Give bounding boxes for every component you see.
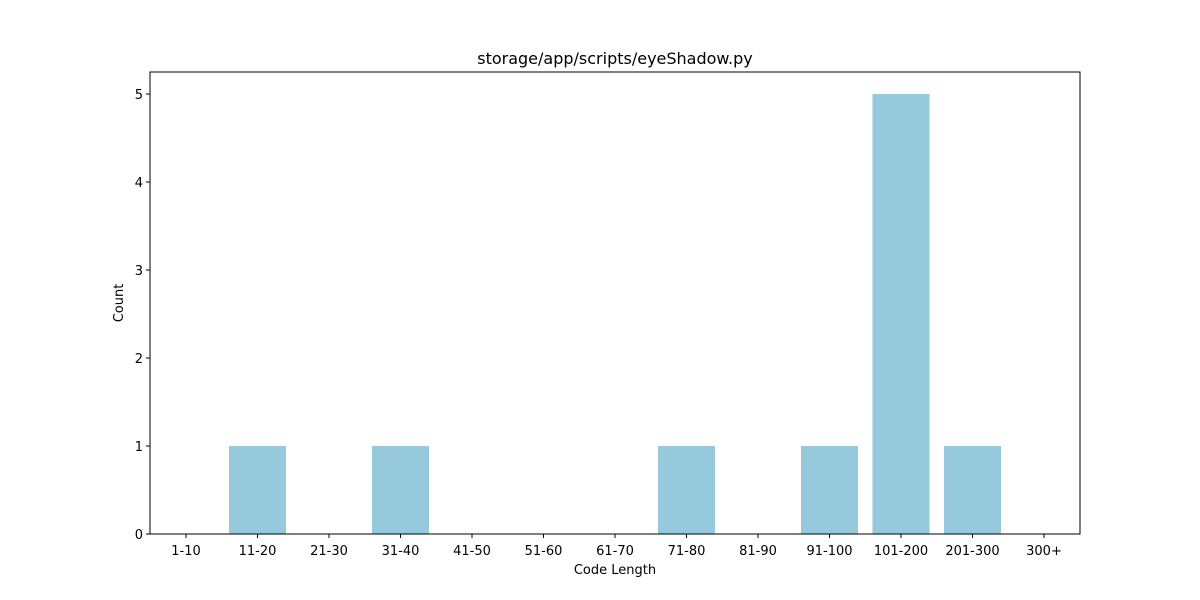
y-axis: 0 1 2 3 4 5 (135, 88, 150, 543)
x-tick-label: 300+ (1026, 544, 1062, 559)
y-tick-label: 5 (135, 88, 143, 103)
x-tick-label: 61-70 (596, 544, 634, 559)
bar-201-300 (944, 446, 1001, 534)
x-tick-label: 101-200 (874, 544, 928, 559)
bar-91-100 (801, 446, 858, 534)
bars-group (229, 94, 1001, 534)
x-tick-label: 31-40 (382, 544, 420, 559)
y-tick-label: 3 (135, 264, 143, 279)
x-tick-label: 51-60 (525, 544, 563, 559)
bar-101-200 (872, 94, 930, 534)
y-tick-label: 4 (135, 176, 143, 191)
y-tick-label: 0 (135, 528, 143, 543)
x-tick-label: 1-10 (171, 544, 201, 559)
y-tick-label: 2 (135, 352, 143, 367)
bar-71-80 (658, 446, 715, 534)
x-tick-label: 201-300 (945, 544, 999, 559)
x-tick-label: 91-100 (806, 544, 852, 559)
x-tick-label: 81-90 (739, 544, 777, 559)
x-tick-label: 21-30 (310, 544, 348, 559)
x-axis-label: Code Length (574, 563, 656, 578)
x-tick-label: 71-80 (668, 544, 706, 559)
chart-title: storage/app/scripts/eyeShadow.py (477, 49, 753, 68)
y-tick-label: 1 (135, 440, 143, 455)
x-tick-label: 41-50 (453, 544, 491, 559)
bar-31-40 (372, 446, 429, 534)
bar-11-20 (229, 446, 286, 534)
plot-area-frame (149, 71, 1081, 535)
x-axis: 1-10 11-20 21-30 31-40 41-50 51-60 61-70 71-80 8… (171, 534, 1062, 559)
y-axis-label: Count (112, 284, 127, 323)
x-tick-label: 11-20 (239, 544, 277, 559)
